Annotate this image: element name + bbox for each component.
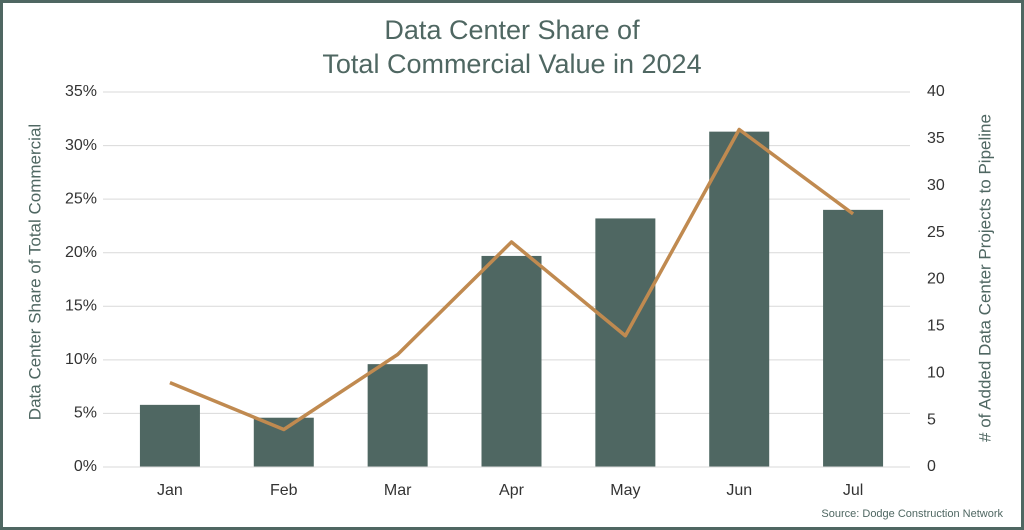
x-tick-label: Mar: [384, 482, 412, 499]
y2-tick-label: 40: [927, 83, 945, 100]
y-axis-label: Data Center Share of Total Commercial: [25, 124, 44, 420]
y2-tick-label: 15: [927, 318, 945, 335]
y-tick-label: 25%: [65, 190, 97, 207]
y-tick-label: 30%: [65, 137, 97, 154]
chart-title: Data Center Share of: [384, 15, 640, 45]
y-tick-label: 10%: [65, 351, 97, 368]
bar: [595, 218, 656, 467]
source-note: Source: Dodge Construction Network: [821, 508, 1003, 520]
bar: [709, 131, 770, 467]
chart-title: Total Commercial Value in 2024: [322, 49, 701, 79]
x-tick-label: Jul: [843, 482, 863, 499]
y2-tick-label: 25: [927, 224, 945, 241]
y-tick-label: 35%: [65, 83, 97, 100]
line: [169, 127, 855, 432]
y2-tick-label: 30: [927, 177, 945, 194]
bar: [823, 209, 884, 467]
y2-tick-label: 35: [927, 130, 945, 147]
y-tick-label: 0%: [74, 458, 97, 475]
x-tick-label: Jan: [157, 482, 183, 499]
bar: [253, 417, 314, 467]
bar: [139, 404, 200, 467]
y-tick-label: 20%: [65, 244, 97, 261]
x-tick-label: Apr: [499, 482, 525, 499]
y2-tick-label: 0: [927, 458, 936, 475]
y2-axis-label: # of Added Data Center Projects to Pipel…: [975, 114, 994, 442]
y2-tick-label: 5: [927, 411, 936, 428]
y-tick-label: 15%: [65, 298, 97, 315]
bar: [481, 255, 542, 467]
y-tick-label: 5%: [74, 405, 97, 422]
y2-tick-label: 20: [927, 271, 945, 288]
bar: [367, 364, 428, 467]
x-tick-label: May: [610, 482, 640, 499]
y2-tick-label: 10: [927, 364, 945, 381]
x-tick-label: Feb: [270, 482, 298, 499]
x-tick-label: Jun: [726, 482, 752, 499]
